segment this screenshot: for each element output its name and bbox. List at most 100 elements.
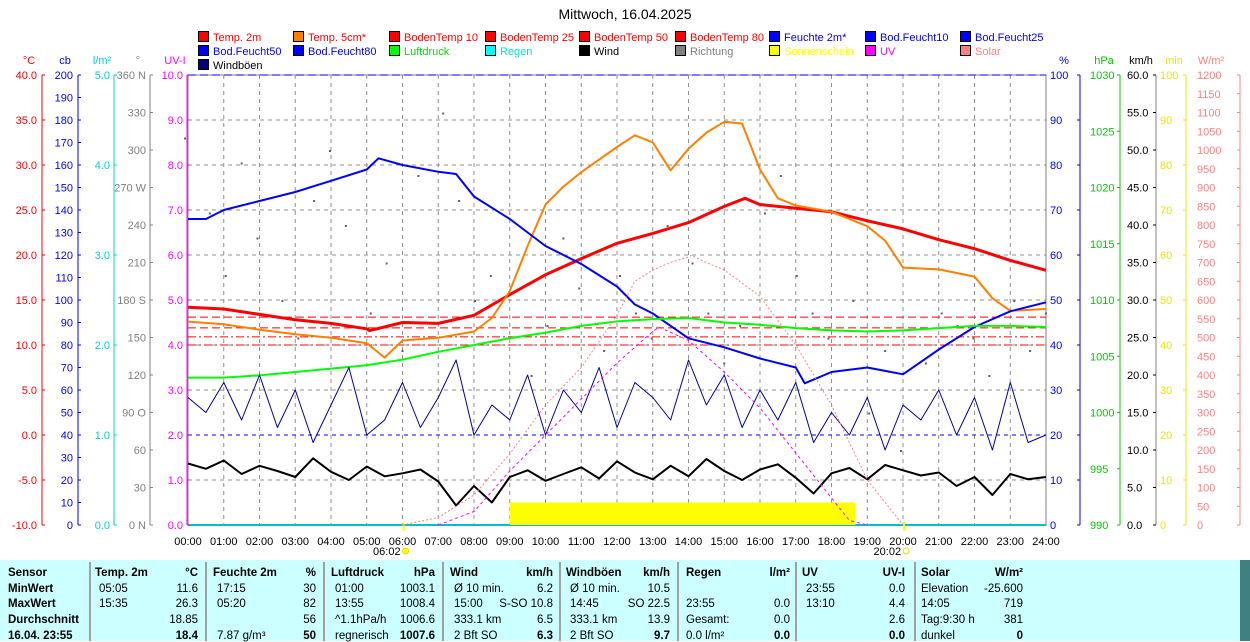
table-separator (442, 562, 444, 641)
table-cell-value: 9.7 (654, 630, 670, 642)
table-cell-label: Ø 10 min. (570, 583, 620, 595)
legend-swatch (865, 31, 876, 42)
legend-label: Bod.Feucht80 (308, 46, 377, 58)
legend-item: Bod.Feucht80 (293, 45, 377, 58)
axis-unit-wind: km/h (1129, 55, 1153, 67)
series-line-windb-en (187, 359, 1047, 451)
axis-tick-label: 40 (61, 430, 73, 442)
table-cell-value: 0.0 (889, 583, 905, 595)
axis-tick-label: 1050 (1197, 126, 1221, 138)
table-header: Luftdruck (331, 567, 385, 579)
axis-tick-label: 190 (55, 93, 73, 105)
direction-point (691, 262, 694, 265)
axis-tick-label: 1100 (1197, 108, 1221, 120)
legend-item: Luftdruck (389, 45, 449, 58)
axis-tick-label: 30.0 (16, 160, 37, 172)
x-tick-label: 24:00 (1032, 536, 1060, 548)
axis-tick-label: 850 (1197, 201, 1215, 213)
table-cell-label: 15:35 (99, 598, 128, 610)
legend-item: Bod.Feucht10 (865, 31, 949, 44)
legend-item: Feuchte 2m* (769, 31, 846, 44)
table-cell-value: 719 (1003, 598, 1023, 610)
legend-item: Solar (960, 45, 1001, 58)
table-cell-label: 13:55 (335, 598, 364, 610)
direction-point (546, 325, 549, 327)
table-header-unit: km/h (526, 567, 553, 579)
direction-point (764, 212, 766, 215)
axis-tick-label: 200 (55, 70, 73, 82)
direction-point (184, 137, 186, 140)
legend-label: Bod.Feucht25 (975, 32, 1044, 44)
table-cell-value: S-SO 10.8 (499, 598, 553, 610)
chart-title: Mittwoch, 16.04.2025 (558, 6, 692, 22)
axis-tick-label: 950 (1197, 164, 1215, 176)
table-separator (89, 562, 91, 641)
table-header-unit: W/m² (994, 567, 1023, 579)
direction-point (1029, 350, 1032, 352)
x-tick-label: 22:00 (961, 536, 989, 548)
direction-point (297, 337, 300, 340)
table-row-label: Durchschnitt (8, 614, 79, 626)
axis-tick-label: 10 (1160, 475, 1172, 487)
axis-tick-label: 0 N (129, 520, 146, 532)
axis-tick-label: 20.0 (1127, 370, 1148, 382)
legend-item: Temp. 2m (198, 31, 261, 44)
axis-tick-label: 45.0 (1127, 183, 1148, 195)
axis-tick-label: 400 (1197, 370, 1215, 382)
axis-tick-label: 40 (1160, 340, 1172, 352)
table-cell-value: 13.9 (647, 614, 670, 626)
axis-tick-label: 0 (67, 520, 73, 532)
axis-tick-label: 70 (1160, 205, 1172, 217)
axis-tick-label: 60 (134, 445, 146, 457)
axis-tick-label: 800 (1197, 220, 1215, 232)
table-cell-label: 23:55 (806, 583, 835, 595)
table-cell-value: 82 (303, 598, 316, 610)
axis-tick-label: 300 (128, 145, 146, 157)
axis-tick-label: 300 (1197, 408, 1215, 420)
axis-tick-label: 9.0 (168, 115, 183, 127)
table-header-unit: km/h (643, 567, 670, 579)
axis-tick-label: 15.0 (1127, 408, 1148, 420)
table-header: UV (802, 567, 818, 579)
x-tick-label: 07:00 (424, 536, 452, 548)
axis-tick-label: 180 (55, 115, 73, 127)
table-cell-label: 05:05 (99, 583, 128, 595)
axis-tick-label: 120 (128, 370, 146, 382)
axis-tick-label: 70 (1050, 205, 1062, 217)
x-tick-label: 06:00 (389, 536, 417, 548)
axis-tick-label: 50 (61, 408, 73, 420)
table-cell-label: 0.0 l/m² (686, 630, 725, 642)
axis-tick-label: 6.0 (168, 250, 183, 262)
legend-label: Richtung (690, 46, 734, 58)
axis-tick-label: 150 (55, 183, 73, 195)
direction-point (739, 325, 742, 327)
table-row-label: MaxWert (8, 598, 56, 610)
table-cell-label: Ø 10 min. (454, 583, 504, 595)
axis-tick-label: 350 (1197, 389, 1215, 401)
axis-tick-label: 25.0 (16, 205, 37, 217)
direction-point (385, 262, 388, 265)
direction-point (603, 350, 606, 352)
axis-tick-label: 100 (1050, 70, 1068, 82)
legend-label: Wind (594, 46, 620, 58)
x-tick-label: 00:00 (174, 536, 202, 548)
direction-point (474, 300, 476, 302)
table-cell-value: 6.5 (537, 614, 553, 626)
axis-tick-label: 10.0 (16, 340, 37, 352)
axis-tick-label: 1000 (1090, 408, 1114, 420)
direction-point (707, 312, 710, 315)
table-header-unit: hPa (413, 567, 435, 579)
table-cell-value: 0 (1016, 630, 1023, 642)
series-line-wind (187, 457, 1047, 507)
legend-swatch (579, 31, 590, 42)
legend-label: Temp. 5cm* (308, 32, 367, 44)
axis-tick-label: 700 (1197, 258, 1215, 270)
table-header: Feuchte 2m (213, 567, 277, 579)
axis-tick-label: 250 (1197, 426, 1215, 438)
direction-point (827, 337, 830, 340)
axis-tick-label: 40 (1050, 340, 1062, 352)
table-cell-value: 30 (303, 583, 316, 595)
x-tick-label: 12:00 (603, 536, 631, 548)
series-line-temp-2m (187, 196, 1047, 333)
axis-tick-label: 80 (1050, 160, 1062, 172)
